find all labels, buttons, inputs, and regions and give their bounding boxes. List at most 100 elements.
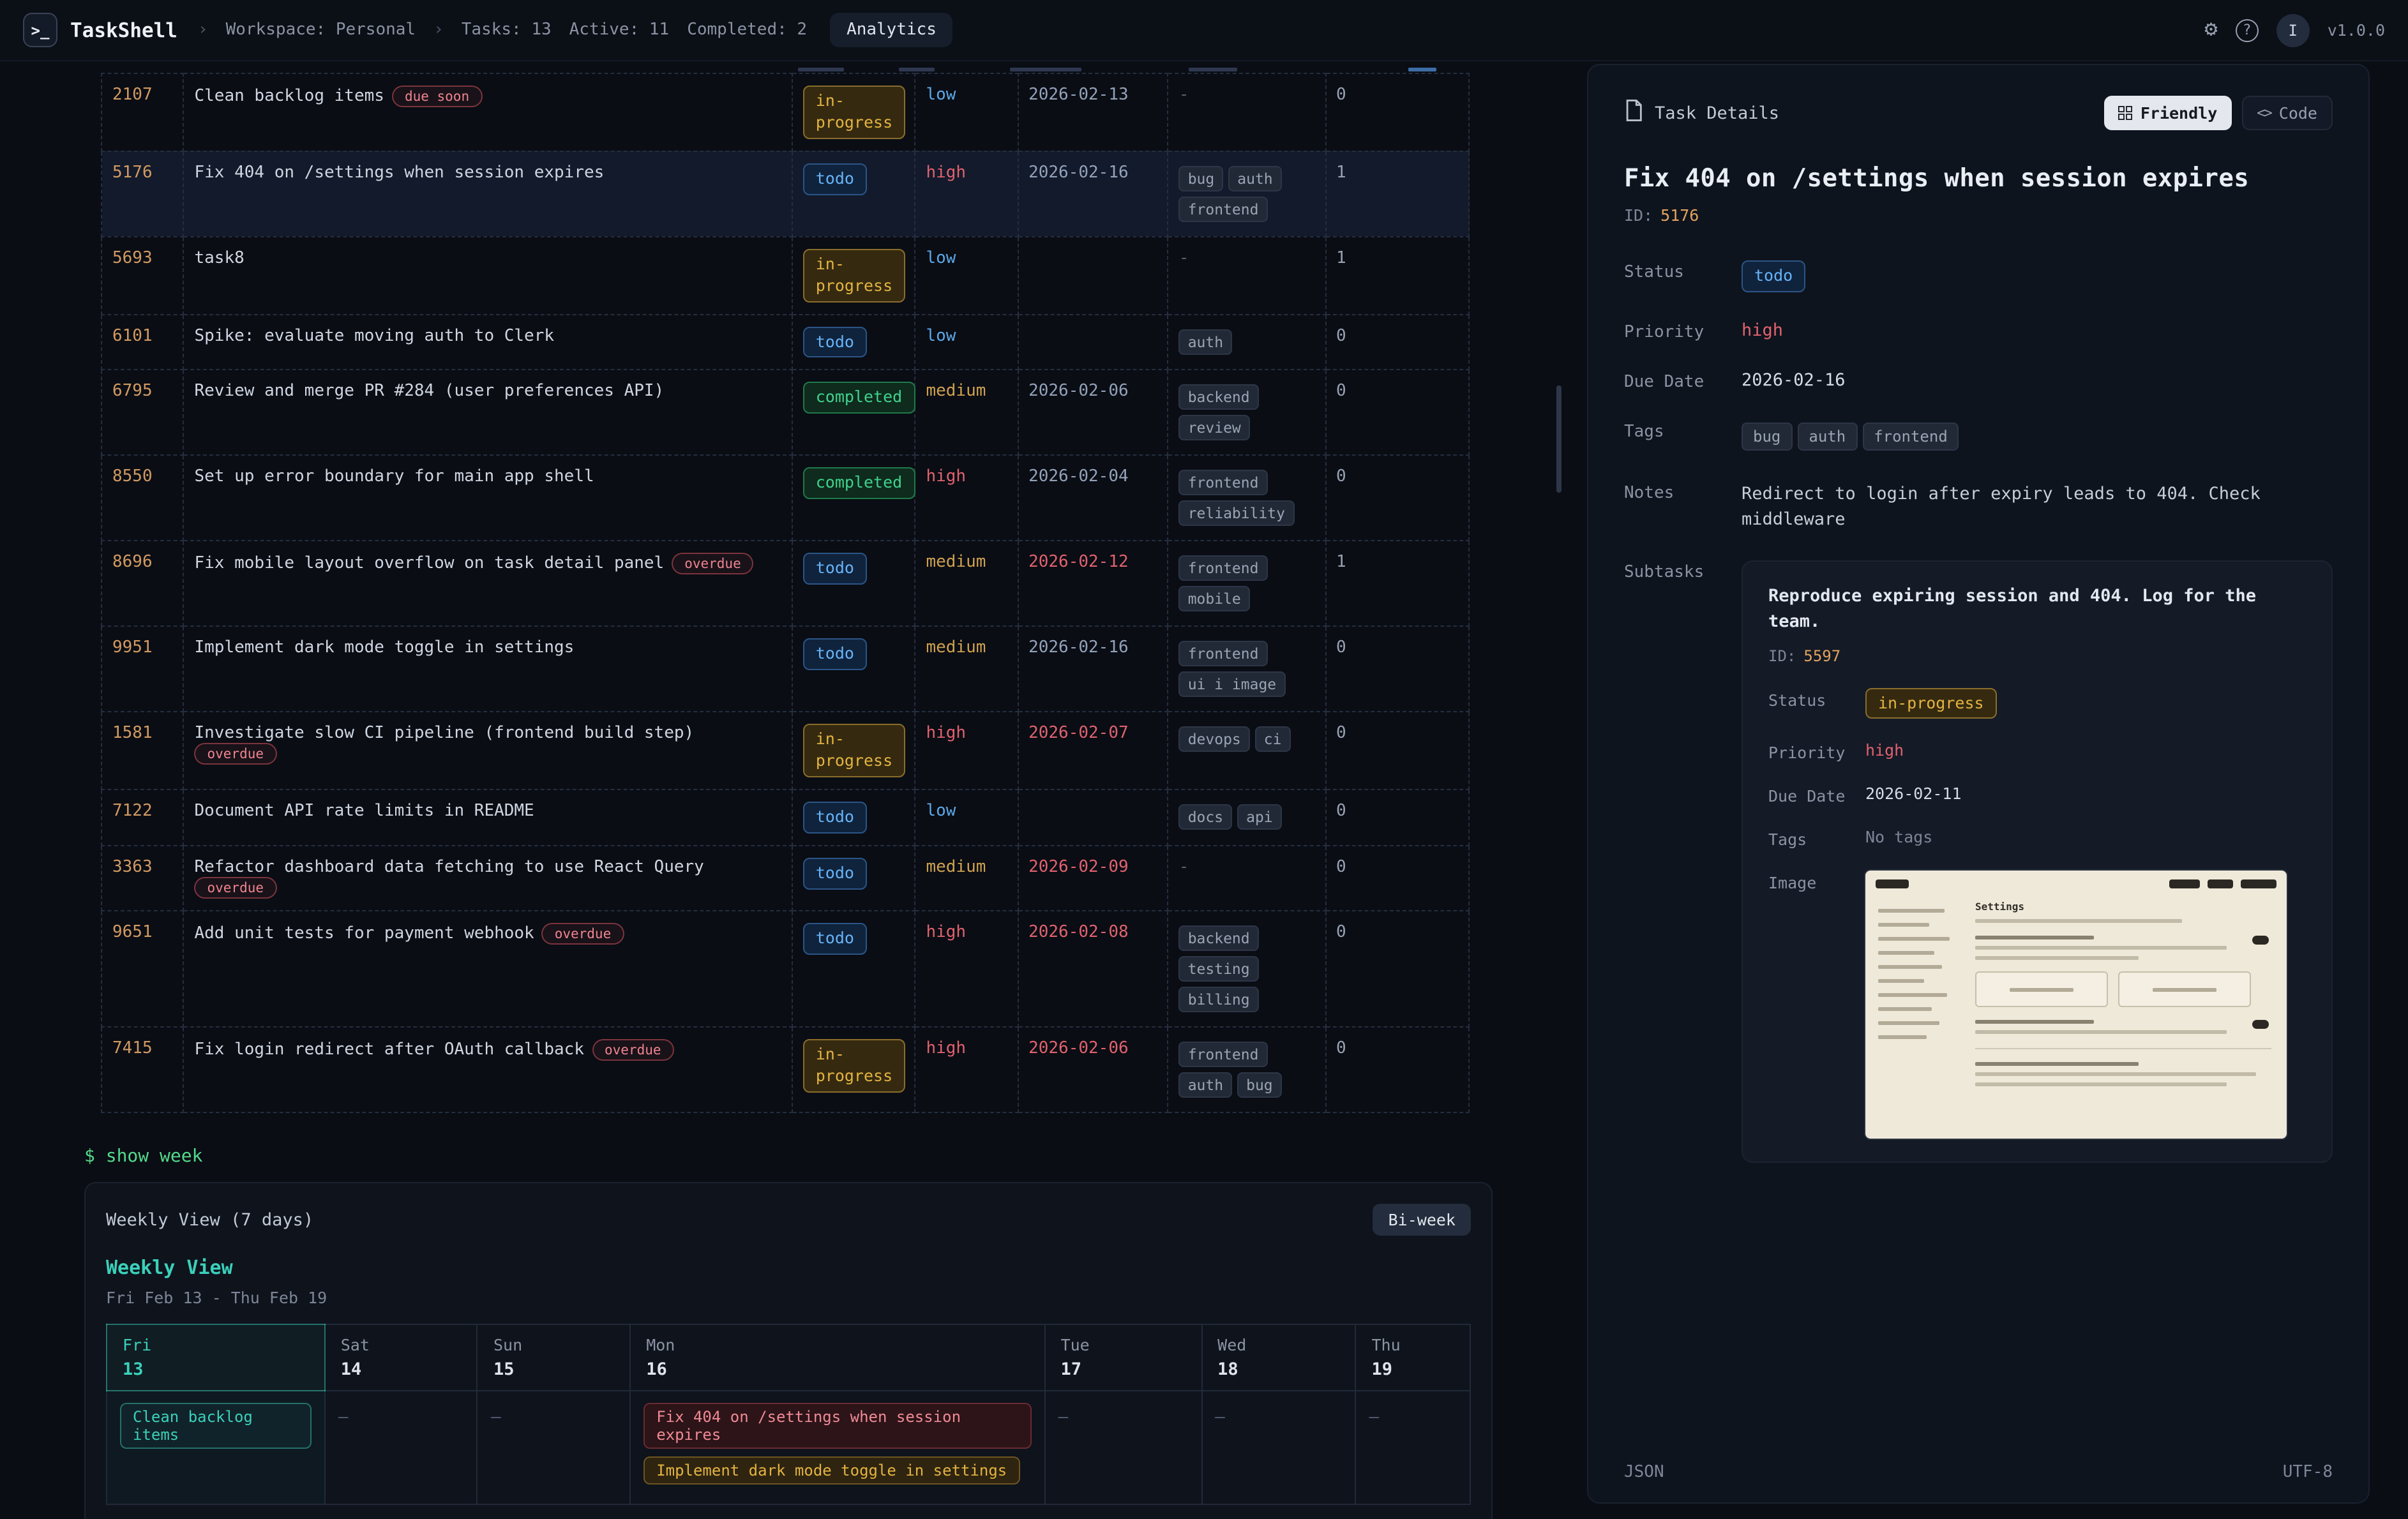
task-row[interactable]: 2107 Clean backlog items due soon in-prog…	[100, 73, 1470, 152]
clipped-row-fragment	[798, 68, 844, 71]
week-day-name: Wed	[1217, 1335, 1247, 1354]
task-row[interactable]: 6101 Spike: evaluate moving auth to Cler…	[100, 313, 1470, 371]
priority-cell: low	[914, 313, 1019, 371]
task-table-container: 2107 Clean backlog items due soon in-prog…	[100, 64, 1470, 1113]
code-view-button[interactable]: <> Code	[2241, 96, 2333, 130]
task-row[interactable]: 3363 Refactor dashboard data fetching to…	[100, 845, 1470, 911]
avatar[interactable]: I	[2276, 13, 2310, 47]
biweek-button[interactable]: Bi-week	[1373, 1204, 1471, 1236]
details-footer: JSON UTF-8	[1624, 1442, 2333, 1502]
footer-encoding-label: UTF-8	[2282, 1463, 2333, 1482]
tag-chip: bug	[1742, 422, 1793, 451]
task-id: 5693	[100, 236, 184, 315]
priority-cell: high	[914, 454, 1019, 542]
breadcrumb-item: Completed: 2	[687, 20, 808, 40]
task-id: 2107	[100, 73, 184, 152]
week-day-name: Fri	[123, 1335, 152, 1354]
priority-cell: low	[914, 73, 1019, 152]
week-day-header[interactable]: Fri 13	[106, 1324, 326, 1391]
thumb-cards	[1975, 971, 2271, 1008]
subtask-count-cell: 0	[1325, 910, 1470, 1028]
tags-cell: frontend mobile	[1167, 540, 1327, 627]
due-date-cell: 2026-02-06	[1017, 369, 1169, 456]
due-date-cell: 2026-02-08	[1017, 910, 1169, 1028]
breadcrumbs: › Workspace: Personal › Tasks: 13 Active: 11…	[198, 20, 807, 40]
task-row[interactable]: 9651 Add unit tests for payment webhook o…	[100, 910, 1470, 1028]
week-day-header[interactable]: Thu 19	[1355, 1324, 1471, 1391]
week-body-row: Clean backlog items – – Fix 404 on /setting…	[106, 1390, 1471, 1505]
chevron-right-icon: ›	[198, 20, 208, 40]
task-row[interactable]: 8550 Set up error boundary for main app …	[100, 454, 1470, 542]
week-day-header[interactable]: Mon 16	[629, 1324, 1046, 1391]
status-cell: todo	[791, 789, 916, 846]
task-row[interactable]: 6795 Review and merge PR #284 (user pref…	[100, 369, 1470, 456]
task-id: 8696	[100, 540, 184, 627]
task-title: Add unit tests for payment webhook	[194, 924, 534, 943]
tags-cell: devops ci	[1167, 711, 1327, 791]
breadcrumb-item: Workspace: Personal	[225, 20, 416, 40]
week-event-chip[interactable]: Implement dark mode toggle in settings	[643, 1456, 1020, 1485]
week-event-chip[interactable]: Clean backlog items	[120, 1403, 312, 1449]
image-value: Settings	[1865, 871, 2306, 1139]
task-row[interactable]: 9951 Implement dark mode toggle in setti…	[100, 625, 1470, 713]
week-day-header[interactable]: Sun 15	[476, 1324, 631, 1391]
tag-chip: ui i image	[1178, 671, 1286, 698]
priority-value: high	[1865, 740, 1904, 760]
week-day-name: Tue	[1060, 1335, 1090, 1354]
status-badge: in-progress	[802, 724, 906, 778]
task-row[interactable]: 7122 Document API rate limits in README …	[100, 789, 1470, 846]
help-icon[interactable]: ?	[2235, 19, 2259, 41]
task-title-cell: Fix mobile layout overflow on task detai…	[183, 540, 793, 627]
priority-cell: high	[914, 711, 1019, 791]
subtask-count-cell: 1	[1325, 150, 1470, 237]
gear-icon[interactable]: ⚙	[2204, 17, 2218, 42]
scrollbar[interactable]	[1556, 385, 1561, 493]
due-date-value: 2026-02-16	[1742, 370, 1846, 391]
task-title: Implement dark mode toggle in settings	[194, 638, 575, 658]
task-row[interactable]: 5693 task8 in-progress low - 1	[100, 236, 1470, 315]
week-day-header[interactable]: Wed 18	[1201, 1324, 1357, 1391]
empty-day-marker: –	[1369, 1408, 1380, 1427]
clipped-row-fragment	[1010, 68, 1081, 71]
task-row[interactable]: 8696 Fix mobile layout overflow on task …	[100, 540, 1470, 627]
task-title-cell: Fix 404 on /settings when session expire…	[183, 150, 793, 237]
tag-chip: frontend	[1178, 1042, 1268, 1067]
task-id: 9651	[100, 910, 184, 1028]
due-date-cell: 2026-02-04	[1017, 454, 1169, 542]
analytics-button[interactable]: Analytics	[830, 13, 953, 47]
subtask-count-cell: 0	[1325, 1026, 1470, 1113]
subtask-image-thumbnail[interactable]: Settings	[1865, 871, 2287, 1139]
task-title: Spike: evaluate moving auth to Clerk	[194, 326, 555, 345]
thumb-sidebar	[1878, 909, 1957, 1050]
task-row[interactable]: 1581 Investigate slow CI pipeline (front…	[100, 711, 1470, 791]
tag-chip: frontend	[1178, 641, 1268, 667]
week-day-date: 15	[493, 1359, 515, 1380]
overdue-badge: overdue	[194, 877, 277, 899]
status-badge: todo	[802, 923, 867, 955]
friendly-view-button[interactable]: Friendly	[2104, 96, 2232, 130]
subtask-count-cell: 0	[1325, 369, 1470, 456]
week-panel: Weekly View (7 days) Bi-week Weekly View…	[84, 1182, 1493, 1519]
due-date-cell	[1017, 313, 1169, 371]
task-title: task8	[194, 248, 245, 268]
tag-chip: bug	[1178, 165, 1224, 191]
task-title-cell: Spike: evaluate moving auth to Clerk	[183, 313, 793, 371]
subtask-count-cell: 0	[1325, 313, 1470, 371]
tags-cell: -	[1167, 845, 1327, 911]
subtask-title: Reproduce expiring session and 404. Log …	[1768, 586, 2257, 632]
task-title: Refactor dashboard data fetching to use …	[194, 858, 704, 877]
week-day-header[interactable]: Sat 14	[324, 1324, 478, 1391]
task-row[interactable]: 5176 Fix 404 on /settings when session e…	[100, 150, 1470, 237]
week-event-chip[interactable]: Fix 404 on /settings when session expire…	[643, 1403, 1032, 1449]
task-title: Set up error boundary for main app shell	[194, 467, 594, 487]
task-title-cell: Investigate slow CI pipeline (frontend b…	[183, 711, 793, 791]
week-day-header[interactable]: Tue 17	[1044, 1324, 1203, 1391]
tags-label: Tags	[1624, 422, 1664, 442]
tag-chip: docs	[1178, 804, 1233, 830]
task-row[interactable]: 7415 Fix login redirect after OAuth call…	[100, 1026, 1470, 1113]
topbar-right: ⚙ ? I v1.0.0	[2204, 13, 2385, 47]
tags-cell: frontend reliability	[1167, 454, 1327, 542]
task-detail-fields: Status todo Priority high Due Date 2026-…	[1624, 260, 2333, 1164]
tags-cell: bug auth frontend	[1167, 150, 1327, 237]
priority-cell: medium	[914, 369, 1019, 456]
